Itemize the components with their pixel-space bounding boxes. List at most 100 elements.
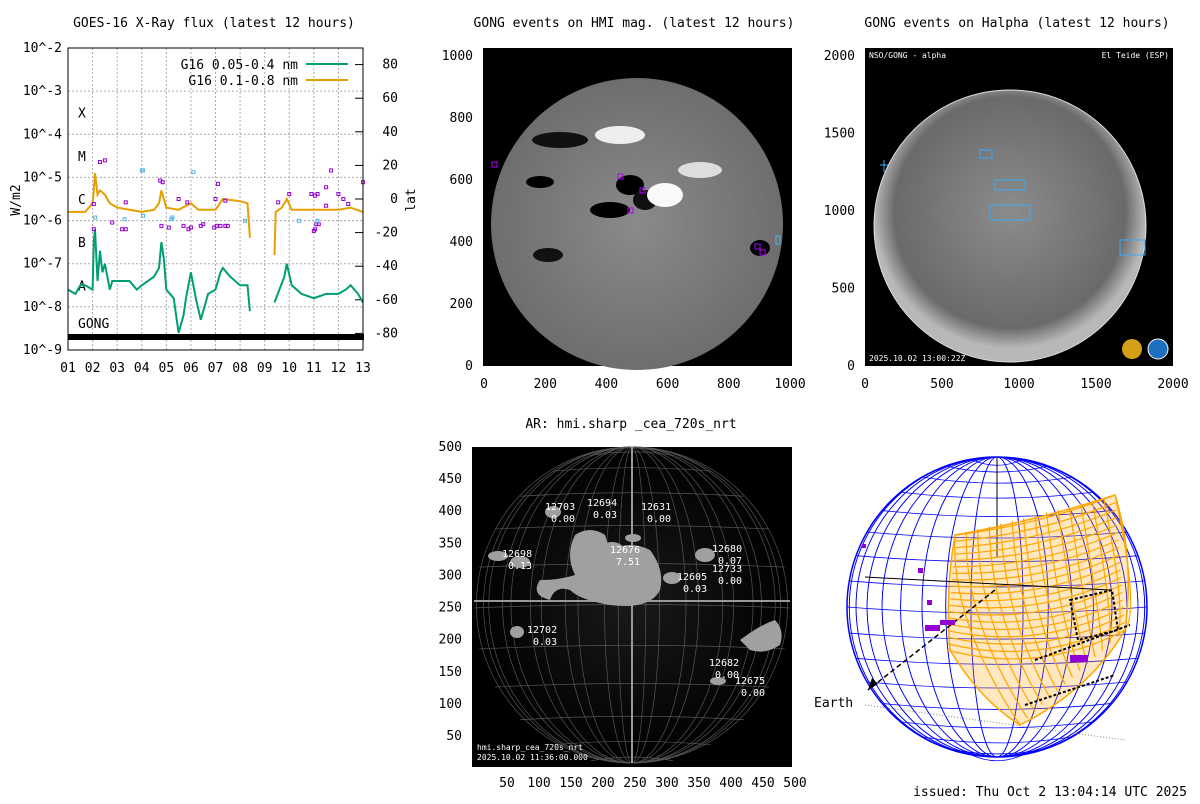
x-tick-label: 150 — [559, 776, 582, 791]
x-tick-label: 01 — [60, 361, 76, 376]
patch-latitude — [948, 599, 1124, 631]
patch-latitude — [950, 576, 1122, 609]
y-tick-label: 1000 — [442, 49, 473, 64]
ar-overlay-time: 2025.10.02 11:36:00.000 — [477, 753, 588, 762]
hmi-event-point — [213, 197, 218, 201]
patch-longitude — [1102, 497, 1121, 637]
x-tick-label: 450 — [751, 776, 774, 791]
patch-latitude — [946, 629, 1126, 660]
ar-region-id: 12676 — [610, 545, 640, 556]
goes-y2label: lat — [404, 188, 419, 211]
hmi-event-point — [181, 223, 186, 228]
ar-region-value: 0.03 — [533, 637, 557, 648]
halpha-panel: GONG events on Halpha (latest 12 hours) … — [824, 16, 1189, 392]
hmi-event-point — [218, 223, 223, 228]
x-tick-label: 1500 — [1080, 377, 1111, 392]
hmi-event-point — [329, 168, 334, 173]
hmi-event-point — [316, 222, 321, 227]
x-tick-label: 06 — [183, 361, 199, 376]
ar-region-value: 0.00 — [551, 514, 575, 525]
globe-parallel — [970, 754, 1024, 762]
x-tick-label: 400 — [595, 377, 618, 392]
patch-longitude — [977, 529, 1036, 712]
x-tick-label: 04 — [134, 361, 150, 376]
x-tick-label: 200 — [591, 776, 614, 791]
hmi-title: GONG events on HMI mag. (latest 12 hours… — [474, 16, 795, 31]
y-tick-label: 100 — [439, 697, 462, 712]
x-tick-label: 11 — [306, 361, 322, 376]
ar-region-id: 12702 — [527, 625, 557, 636]
hmi-event-point — [120, 227, 125, 232]
x-tick-label: 2000 — [1157, 377, 1188, 392]
hmi-event-point — [159, 223, 164, 228]
ar-region-value: 0.03 — [593, 510, 617, 521]
globe-parallel — [921, 736, 1073, 744]
hmi-event-point — [91, 227, 96, 232]
halpha-overlay-site: El Teide (ESP) — [1102, 51, 1169, 60]
y2-tick-label: 0 — [390, 192, 398, 207]
goes-tick-labels: 01 02 03 04 05 06 07 08 09 10 11 12 13 10^-2 10^-3 10^-… — [23, 41, 398, 376]
halpha-overlay-time: 2025.10.02 13:00:22Z — [869, 354, 966, 363]
patch-latitude — [947, 621, 1125, 653]
x-tick-label: 800 — [717, 377, 740, 392]
x-tick-label: 13 — [355, 361, 371, 376]
hmi-event-point — [287, 191, 292, 196]
halpha-event-point — [243, 218, 247, 223]
x-tick-label: 500 — [783, 776, 806, 791]
x-tick-label: 10 — [281, 361, 297, 376]
y-tick-label: 1000 — [824, 204, 855, 219]
y-tick-label: 400 — [450, 235, 473, 250]
y-tick-label: 300 — [439, 568, 462, 583]
patch-latitude — [950, 561, 1121, 595]
x-tick-label: 07 — [208, 361, 224, 376]
patch-latitude — [949, 591, 1123, 623]
legend-label-short: G16 0.05-0.4 nm — [181, 58, 299, 73]
halpha-sun-disk — [873, 89, 1147, 363]
y-tick-label: 0 — [465, 359, 473, 374]
y-tick-label: 10^-6 — [23, 214, 62, 229]
y-tick-label: 250 — [439, 601, 462, 616]
patch-latitude — [954, 509, 1117, 549]
x-tick-label: 1000 — [1003, 377, 1034, 392]
halpha-overlay-source: NSO/GONG - alpha — [869, 51, 946, 60]
goes-ylabel: W/m2 — [9, 184, 24, 215]
globe-parallel — [900, 721, 1094, 729]
goes-xray-chart: GOES-16 X-Ray flux (latest 12 hours) 01 0… — [9, 16, 419, 376]
patch-latitude — [949, 584, 1122, 616]
patch-longitude — [1114, 494, 1132, 631]
x-tick-label: 600 — [656, 377, 679, 392]
patch-latitude — [948, 606, 1124, 638]
y-tick-label: 600 — [450, 173, 473, 188]
earth-direction-arrow — [867, 589, 996, 691]
hmi-event-point — [176, 197, 181, 201]
ar-region-value: 0.00 — [718, 576, 742, 587]
x-tick-label: 400 — [719, 776, 742, 791]
x-tick-label: 200 — [533, 377, 556, 392]
hmi-event-point — [346, 202, 351, 207]
goes-chart-title: GOES-16 X-Ray flux (latest 12 hours) — [73, 16, 355, 31]
ar-region-value: 0.00 — [647, 514, 671, 525]
x-tick-label: 02 — [85, 361, 101, 376]
halpha-event-point — [297, 218, 302, 223]
y2-tick-label: 60 — [382, 91, 398, 106]
footprint-outline — [1024, 588, 1131, 706]
heliographic-globe: Earth — [814, 456, 1148, 762]
noaa-logo-icon — [1147, 338, 1169, 360]
hmi-event-point — [201, 222, 206, 227]
ar-overlay-series: hmi.sharp_cea_720s_nrt — [477, 743, 583, 752]
patch-latitude — [952, 539, 1119, 574]
globe-wireframe — [846, 456, 1148, 762]
halpha-event-point — [93, 215, 98, 220]
y-tick-label: 450 — [439, 472, 462, 487]
x-tick-label: 100 — [527, 776, 550, 791]
patch-longitude — [1022, 517, 1066, 685]
legend-label-long: G16 0.1-0.8 nm — [188, 74, 298, 89]
hmi-sun-disk — [491, 78, 783, 370]
y-tick-label: 500 — [439, 440, 462, 455]
halpha-event-point — [122, 217, 127, 222]
hmi-event-point — [185, 200, 190, 205]
globe-event-markers — [862, 544, 1088, 662]
y-tick-label: 500 — [832, 282, 855, 297]
goes-events — [91, 158, 365, 233]
halpha-event-point — [140, 213, 145, 218]
